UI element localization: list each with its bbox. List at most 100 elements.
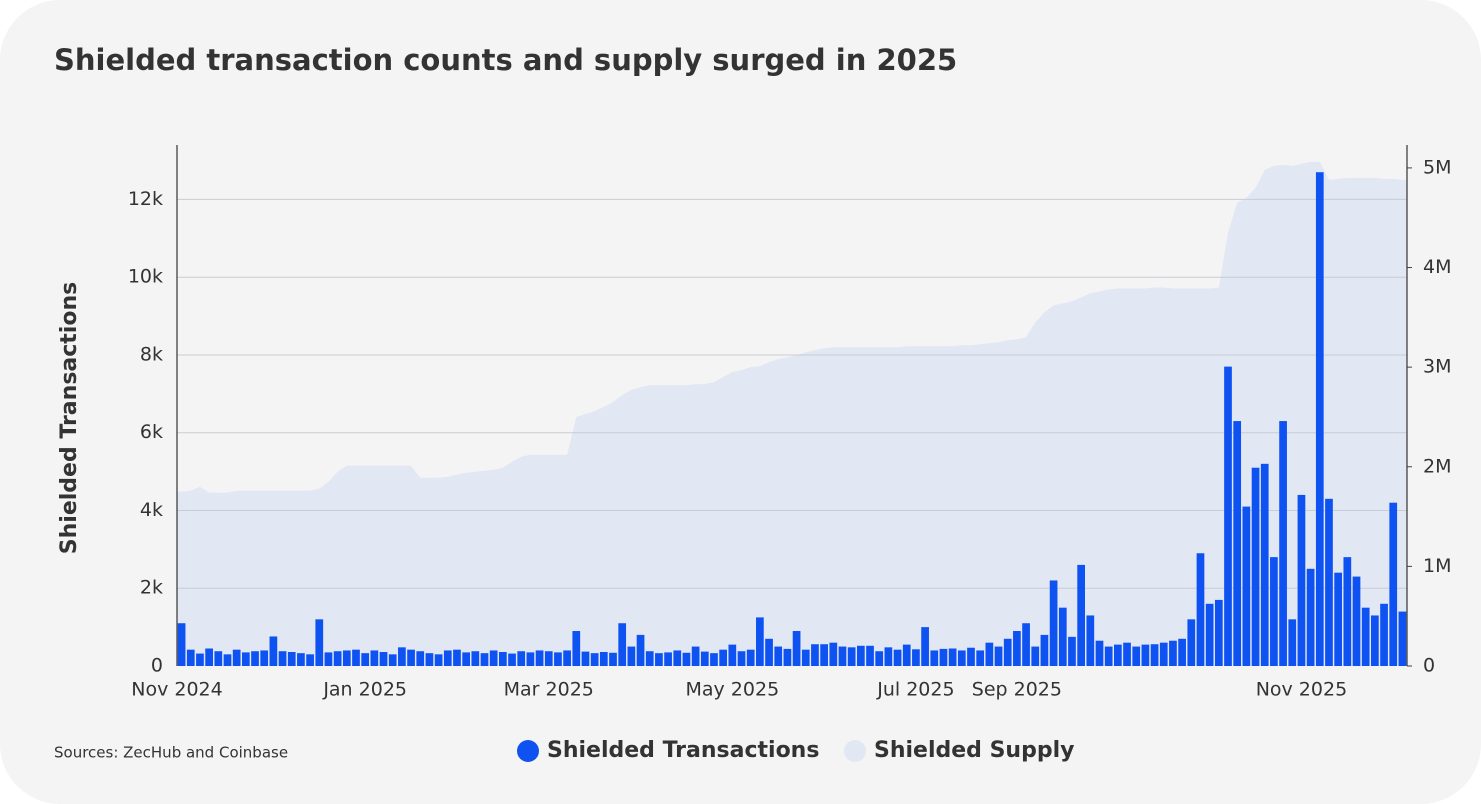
bar [811,644,819,666]
bar [1141,644,1150,666]
bar [939,648,948,666]
bar [1251,467,1260,666]
bar [1325,498,1333,666]
bar [223,654,232,666]
bar [214,651,223,666]
bar [315,619,324,666]
bar [627,646,636,666]
bar [1224,366,1232,666]
bar [333,651,342,666]
bar [820,644,828,666]
bar [425,653,434,666]
bar [572,631,581,666]
bar [847,647,856,666]
bar [664,652,672,666]
bar [691,646,700,666]
bar [792,631,801,666]
bar [499,652,507,666]
bar [1040,634,1049,666]
bar [1260,463,1269,666]
bar [388,654,397,666]
bar [1077,564,1085,666]
bar [1343,557,1352,666]
bar [398,647,406,666]
bar [1371,615,1379,666]
bar [251,651,259,666]
bar [1132,646,1141,666]
bar [673,650,682,666]
bar [526,652,535,666]
bar [737,651,746,666]
bar [700,651,709,666]
bar [994,646,1003,666]
supply-area [177,161,1407,666]
bar [746,649,755,666]
bar [352,649,360,666]
y-tick-label: 12k [128,188,163,210]
bar [976,650,985,666]
bar [480,653,489,666]
bar [756,617,764,666]
bar [636,634,645,666]
bar [1123,642,1131,666]
bar [443,650,452,666]
y-axis-label: Shielded Transactions [57,282,82,554]
bar [957,650,966,666]
bar [370,650,379,666]
bar [1104,646,1113,666]
bar [471,651,480,666]
bar [893,649,902,666]
bar [829,642,838,666]
bar [655,653,663,666]
bar [489,650,498,666]
y-tick-label: 8k [140,343,163,365]
bar [241,652,250,666]
bar [517,651,526,666]
bar [948,648,957,666]
bar [710,653,718,666]
bar [462,652,470,666]
bar [260,650,269,666]
bar [1389,502,1398,666]
x-tick-label: Nov 2025 [1256,679,1347,701]
bar [719,649,728,666]
bar [535,650,544,666]
bar [682,652,691,666]
bar [342,650,351,666]
bar [1279,421,1287,666]
bar [856,645,865,666]
bar [1398,611,1407,666]
bar [1013,631,1021,666]
y2-tick-label: 2M [1423,455,1451,477]
bar [1214,599,1223,666]
bar [618,623,627,666]
bar [508,653,516,666]
bar [407,649,415,666]
bar [1288,619,1297,666]
bar [554,652,562,666]
bar [1297,494,1306,666]
bar [453,649,461,666]
bar [1306,568,1315,666]
bar [912,649,920,666]
x-tick-label: Jul 2025 [876,679,954,701]
bar [416,651,425,666]
bar [1187,619,1196,666]
bar [1003,638,1012,666]
bar [728,644,737,666]
bar [921,627,929,666]
bar [1352,576,1361,666]
bar [196,653,204,666]
bar [177,623,186,666]
bar [1361,607,1370,666]
bar [1159,642,1168,666]
bar [1315,172,1324,666]
bar [801,649,810,666]
bar [186,649,195,666]
bar [774,646,783,666]
bar [1169,640,1177,666]
x-tick-label: Mar 2025 [504,679,594,701]
bar [902,644,911,666]
bar [1334,572,1343,666]
